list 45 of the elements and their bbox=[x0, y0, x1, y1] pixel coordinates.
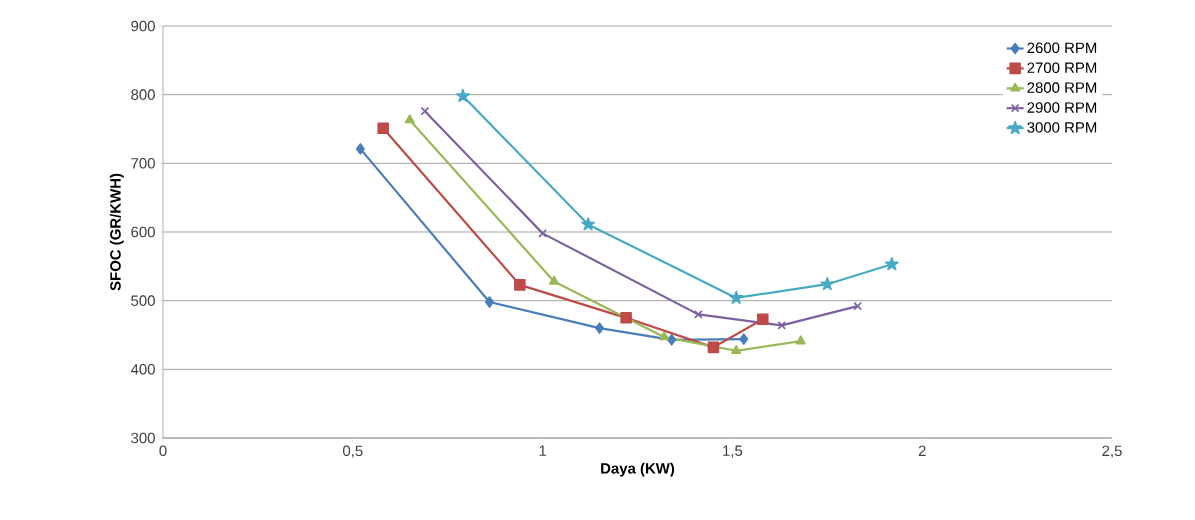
x-tick-label: 1 bbox=[539, 445, 547, 456]
point bbox=[731, 345, 742, 355]
legend-label: 2600 RPM bbox=[1027, 42, 1097, 54]
point bbox=[739, 333, 749, 345]
point bbox=[853, 301, 862, 311]
x-tick-label: 0,5 bbox=[343, 445, 363, 458]
point bbox=[658, 331, 670, 341]
legend-label: 3000 RPM bbox=[1027, 122, 1097, 133]
x-tick-label: 1,5 bbox=[723, 445, 743, 458]
point bbox=[514, 279, 526, 291]
point bbox=[777, 321, 787, 330]
point bbox=[693, 310, 703, 319]
y-tick-label: 300 bbox=[131, 432, 155, 444]
point bbox=[548, 275, 560, 285]
point bbox=[729, 290, 744, 304]
point bbox=[355, 143, 365, 155]
point bbox=[884, 257, 899, 271]
x-tick-label: 2,5 bbox=[1102, 445, 1122, 458]
point bbox=[620, 312, 632, 324]
x-axis-title: Daya (KW) bbox=[601, 462, 675, 477]
y-tick-label: 800 bbox=[131, 89, 155, 100]
legend-label: 2700 RPM bbox=[1027, 62, 1097, 74]
legend-label: 2900 RPM bbox=[1027, 102, 1097, 113]
legend-label: 2800 RPM bbox=[1027, 82, 1097, 93]
x-tick-label: 0 bbox=[159, 445, 167, 457]
y-tick-label: 400 bbox=[130, 364, 155, 375]
point bbox=[538, 229, 547, 238]
y-axis-title: SFOC (GR/KWH) bbox=[109, 173, 124, 291]
point bbox=[420, 106, 430, 116]
point bbox=[820, 276, 835, 291]
point bbox=[484, 296, 494, 308]
x-tick-label: 2 bbox=[918, 445, 926, 456]
y-tick-label: 500 bbox=[131, 295, 155, 306]
point bbox=[795, 335, 806, 345]
point bbox=[404, 114, 415, 124]
point bbox=[455, 88, 470, 103]
y-tick-label: 600 bbox=[131, 226, 155, 238]
point bbox=[757, 313, 769, 325]
y-tick-label: 700 bbox=[131, 158, 155, 169]
point bbox=[595, 322, 605, 334]
point bbox=[667, 334, 677, 346]
point bbox=[707, 341, 720, 354]
point bbox=[377, 122, 389, 135]
point bbox=[581, 217, 596, 231]
y-tick-label: 900 bbox=[131, 20, 155, 32]
